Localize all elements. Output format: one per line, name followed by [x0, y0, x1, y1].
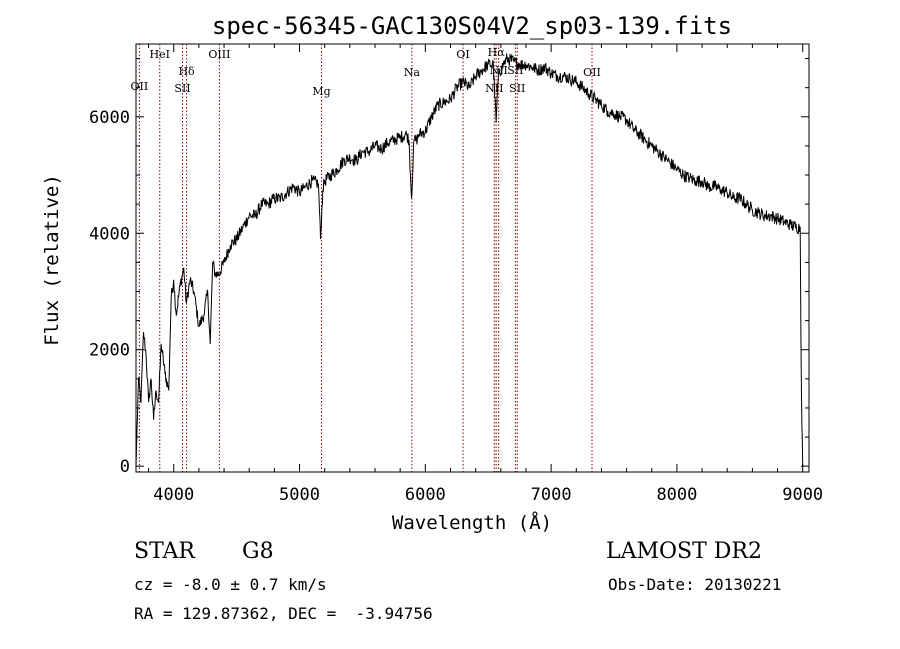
line-label: HeI	[150, 48, 170, 61]
y-tick-label: 4000	[89, 224, 130, 244]
x-axis-label: Wavelength (Å)	[392, 511, 552, 534]
y-tick-label: 2000	[89, 341, 130, 361]
coordinates-text: RA = 129.87362, DEC = -3.94756	[134, 604, 433, 623]
plot-frame	[135, 43, 810, 473]
observation-date: Obs-Date: 20130221	[608, 575, 782, 594]
emission-lines	[138, 44, 593, 472]
line-label: Hδ	[178, 65, 195, 78]
line-label: Mg	[312, 85, 330, 98]
x-axis: 4000 5000 6000 7000 8000 9000	[148, 44, 823, 505]
x-tick-label: 7000	[531, 485, 572, 505]
line-label: OIII	[208, 48, 230, 61]
x-tick-label: 5000	[279, 485, 320, 505]
line-label: OI	[456, 48, 469, 61]
object-class: STAR	[134, 539, 195, 564]
line-label: Hα	[488, 46, 506, 59]
x-tick-label: 4000	[153, 485, 194, 505]
y-tick-label: 0	[120, 457, 130, 477]
y-axis-label: Flux (relative)	[41, 174, 63, 346]
y-axis: 0 2000 4000 6000	[89, 58, 809, 477]
x-tick-label: 8000	[656, 485, 697, 505]
line-label: SII	[507, 64, 523, 77]
line-label: SII	[509, 82, 525, 95]
spectrum-series-line	[135, 53, 804, 467]
line-label: OII	[583, 66, 601, 79]
x-tick-label: 6000	[405, 485, 446, 505]
y-tick-label: 6000	[89, 108, 130, 128]
chart-title: spec-56345-GAC130S04V2_sp03-139.fits	[212, 12, 732, 40]
x-tick-label: 9000	[782, 485, 823, 505]
line-label: SII	[174, 82, 190, 95]
survey-name: LAMOST DR2	[606, 539, 762, 564]
line-label: Na	[404, 66, 421, 79]
line-label: OII	[131, 80, 149, 93]
redshift-text: cz = -8.0 ± 0.7 km/s	[134, 575, 327, 594]
object-subclass: G8	[242, 539, 274, 564]
